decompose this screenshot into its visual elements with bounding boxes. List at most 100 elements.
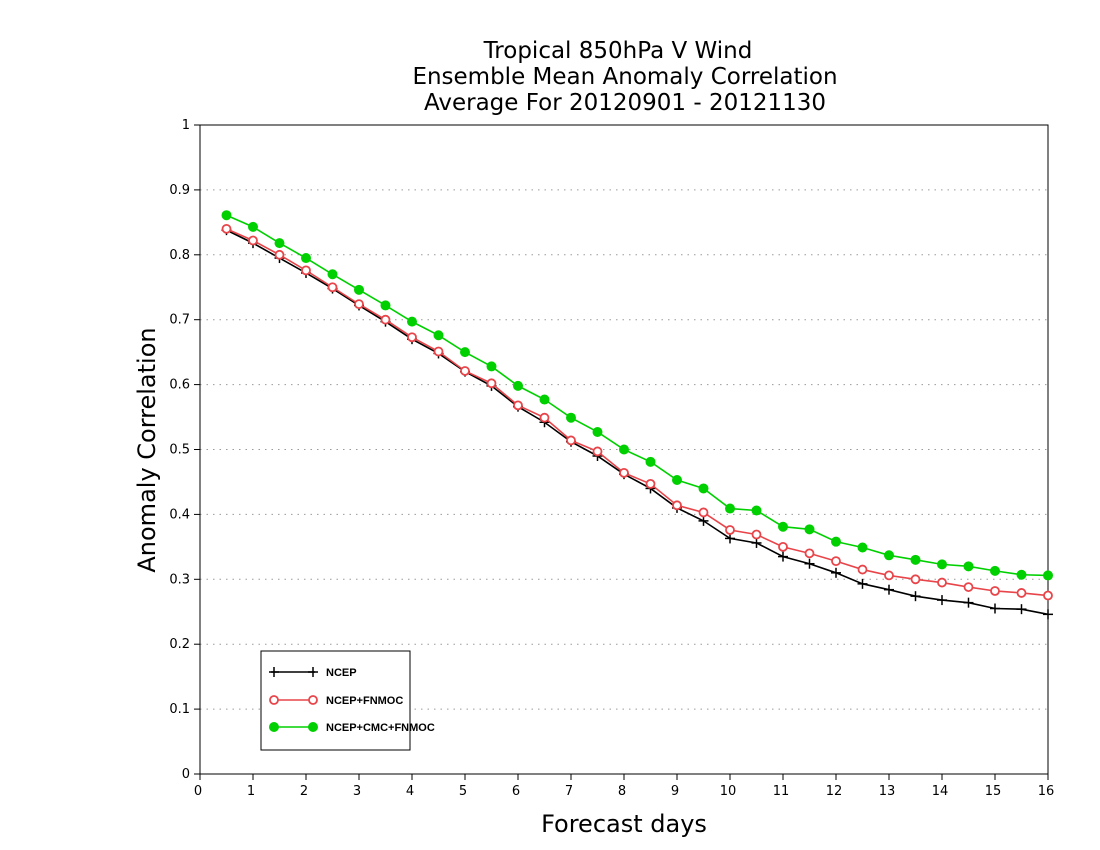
series-line <box>226 214 1049 577</box>
data-point <box>831 567 841 578</box>
data-point <box>672 475 682 486</box>
data-point <box>592 446 603 457</box>
data-point <box>380 300 391 311</box>
x-tick-label: 14 <box>932 784 949 799</box>
data-point <box>937 595 947 606</box>
data-point <box>963 561 974 572</box>
legend-label: NCEP+FNMOC <box>326 695 403 707</box>
data-point <box>354 299 364 310</box>
data-point <box>645 456 656 467</box>
data-point <box>248 235 258 246</box>
title-line-2: Ensemble Mean Anomaly Correlation <box>412 64 837 90</box>
y-tick-label: 0.4 <box>169 507 190 522</box>
grid <box>200 124 1048 710</box>
data-point <box>1016 588 1027 598</box>
legend-item: NCEP+CMC+FNMOC <box>269 722 435 734</box>
data-point <box>221 223 232 234</box>
data-point <box>804 524 815 535</box>
data-point <box>751 529 762 540</box>
x-tick-label: 5 <box>459 784 467 799</box>
data-point <box>778 521 788 532</box>
data-point <box>751 537 762 548</box>
series-line <box>226 229 1049 616</box>
data-point <box>884 570 894 581</box>
data-point <box>857 578 868 589</box>
x-axis-label: Forecast days <box>541 810 707 838</box>
data-point <box>804 548 815 559</box>
y-tick-label: 0.8 <box>169 248 190 263</box>
series-ncep-fnmoc <box>221 223 1053 601</box>
data-point <box>884 584 894 595</box>
title-line-1: Tropical 850hPa V Wind <box>483 38 753 64</box>
series-ncep <box>221 225 1053 620</box>
data-point <box>910 574 921 585</box>
legend-item: NCEP <box>269 667 357 679</box>
data-point <box>433 346 444 357</box>
x-tick-label: 0 <box>194 784 202 799</box>
data-point <box>460 366 470 376</box>
data-point <box>725 525 735 535</box>
y-tick-label: 0.7 <box>169 313 190 328</box>
legend-item: NCEP+FNMOC <box>269 695 403 707</box>
y-tick-label: 0.9 <box>169 183 190 198</box>
data-point <box>301 265 311 276</box>
data-point <box>566 412 576 423</box>
data-point <box>698 515 709 526</box>
data-point <box>274 249 285 260</box>
data-point <box>592 426 603 437</box>
x-tick-label: 16 <box>1038 784 1055 799</box>
legend: NCEP NCEP+FNMOC NCEP+CMC+FNMOC <box>260 650 435 751</box>
data-point <box>619 444 629 455</box>
data-point <box>1043 570 1053 581</box>
data-point <box>486 378 497 389</box>
data-point <box>831 556 841 567</box>
legend-marker-right <box>308 722 318 732</box>
x-tick-label: 1 <box>247 784 255 799</box>
x-tick-label: 11 <box>773 784 790 799</box>
data-point <box>672 500 682 511</box>
chart-title: Tropical 850hPa V Wind Ensemble Mean Ano… <box>412 38 837 116</box>
data-point <box>327 269 338 280</box>
legend-marker-right <box>308 667 318 677</box>
data-point <box>937 577 947 588</box>
data-point <box>433 330 444 341</box>
data-point <box>857 542 868 553</box>
data-point <box>990 603 1000 614</box>
data-point <box>831 536 841 547</box>
data-point <box>1016 569 1027 580</box>
data-point <box>804 558 815 569</box>
data-point <box>990 586 1000 596</box>
x-tick-label: 3 <box>353 784 361 799</box>
data-point <box>778 541 788 552</box>
legend-label: NCEP+CMC+FNMOC <box>326 722 435 734</box>
x-tick-label: 13 <box>879 784 896 799</box>
data-point <box>725 533 735 544</box>
data-point <box>460 347 470 358</box>
y-tick-label: 0.6 <box>169 378 190 393</box>
x-tick-label: 7 <box>565 784 573 799</box>
x-tick-label: 4 <box>406 784 414 799</box>
x-tick-label: 10 <box>720 784 737 799</box>
x-tick-label: 15 <box>985 784 1002 799</box>
data-point <box>248 221 258 232</box>
data-point <box>513 400 523 411</box>
title-line-3: Average For 20120901 - 20121130 <box>424 90 826 116</box>
data-point <box>751 505 762 516</box>
data-point <box>1016 604 1027 615</box>
data-point <box>725 503 735 514</box>
data-point <box>539 394 550 405</box>
data-point <box>698 507 709 518</box>
data-point <box>857 564 868 575</box>
legend-marker-left <box>269 722 279 732</box>
axis-ticks: 00.10.20.30.40.50.60.70.80.910 1 2 3 4 5 6 7 8 9 1… <box>169 118 1054 799</box>
y-tick-label: 0.2 <box>169 637 190 652</box>
x-tick-label: 2 <box>300 784 308 799</box>
data-point <box>486 361 497 372</box>
data-point <box>910 554 921 565</box>
data-point <box>354 284 364 295</box>
data-point <box>619 467 629 478</box>
data-point <box>301 253 311 264</box>
x-tick-label: 9 <box>671 784 679 799</box>
data-point <box>274 238 285 249</box>
data-point <box>407 332 417 343</box>
